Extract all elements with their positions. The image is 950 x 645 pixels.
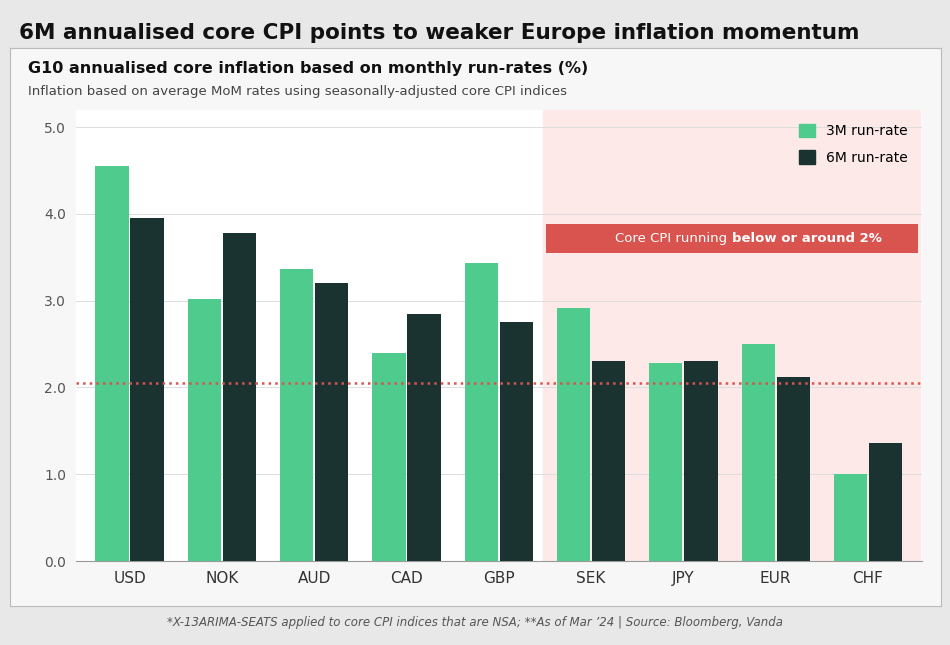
Bar	[130, 218, 163, 561]
Bar	[834, 474, 867, 561]
Bar	[95, 166, 128, 561]
Text: G10 annualised core inflation based on monthly run-rates (%): G10 annualised core inflation based on m…	[28, 61, 589, 76]
Bar	[592, 361, 625, 561]
Bar	[543, 110, 920, 561]
Bar	[500, 322, 533, 561]
Bar	[315, 283, 349, 561]
Text: 6M annualised core CPI points to weaker Europe inflation momentum: 6M annualised core CPI points to weaker …	[19, 23, 860, 43]
Text: below or around 2%: below or around 2%	[732, 232, 882, 245]
Text: Inflation based on average MoM rates using seasonally-adjusted core CPI indices: Inflation based on average MoM rates usi…	[28, 85, 567, 98]
Bar	[465, 263, 498, 561]
Bar	[649, 363, 682, 561]
Bar	[222, 233, 256, 561]
Bar	[188, 299, 221, 561]
Bar	[557, 308, 590, 561]
Bar	[684, 361, 717, 561]
Bar	[869, 443, 902, 561]
Text: *X-13ARIMA-SEATS applied to core CPI indices that are NSA; **As of Mar ’24 | Sou: *X-13ARIMA-SEATS applied to core CPI ind…	[167, 616, 783, 629]
Bar	[408, 313, 441, 561]
Text: Core CPI running: Core CPI running	[616, 232, 732, 245]
Bar	[776, 377, 809, 561]
Bar	[280, 268, 314, 561]
FancyBboxPatch shape	[546, 224, 918, 253]
Bar	[372, 353, 406, 561]
Bar	[742, 344, 775, 561]
Legend: 3M run-rate, 6M run-rate: 3M run-rate, 6M run-rate	[792, 117, 915, 172]
